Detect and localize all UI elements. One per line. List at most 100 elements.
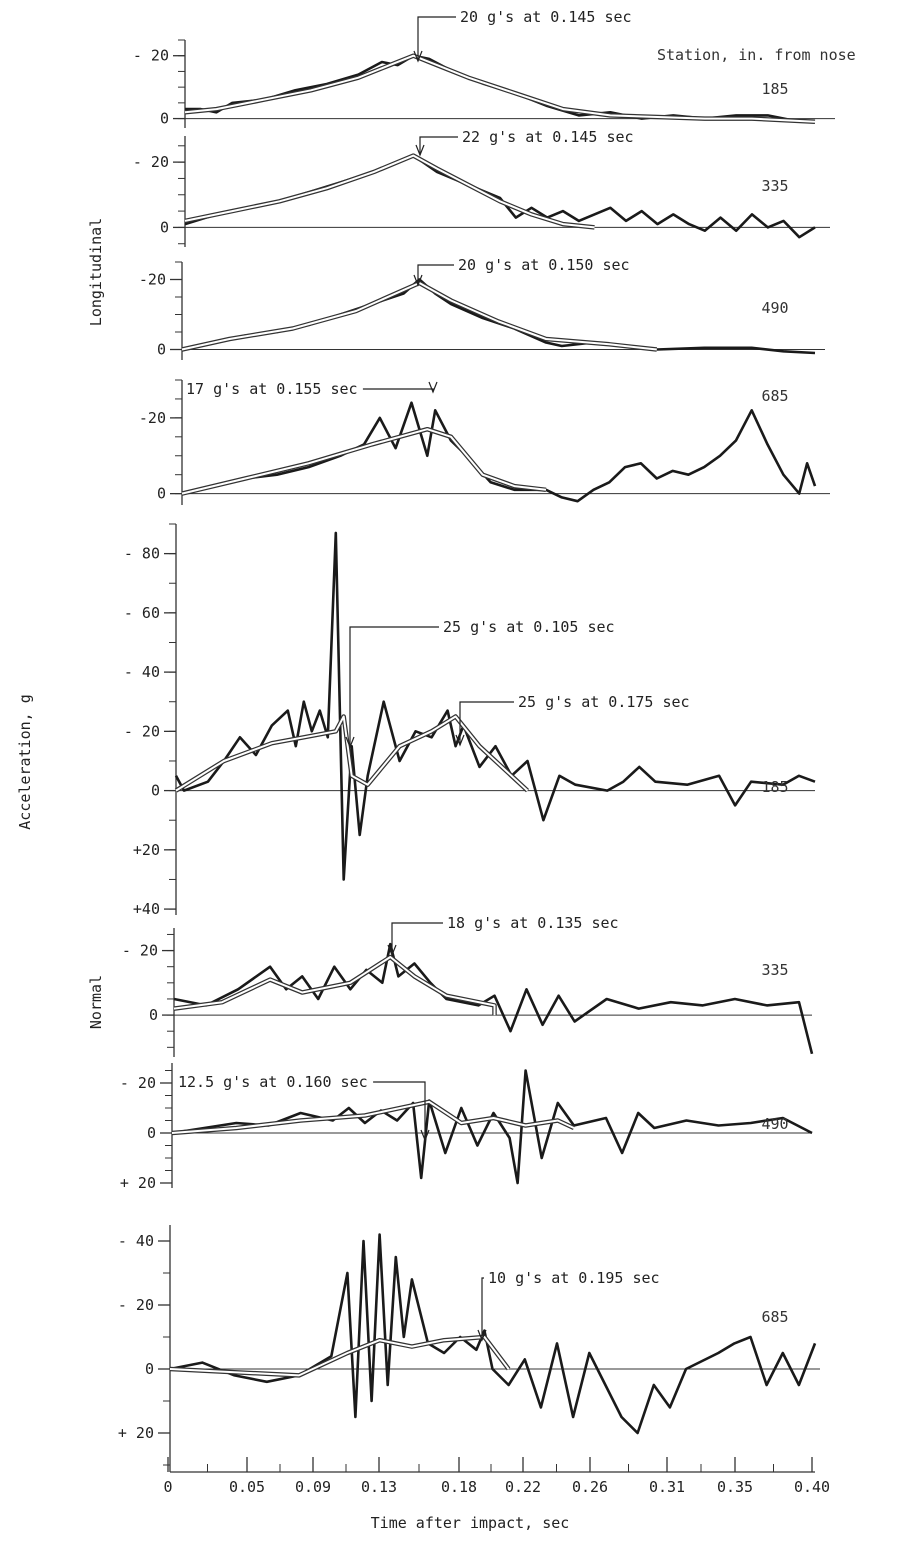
panel-1-faired-curve: [184, 154, 595, 229]
panel-7-station-label: 685: [761, 1308, 788, 1326]
panel-4-tick-label: - 40: [124, 663, 160, 681]
x-tick-label: 0.35: [717, 1478, 753, 1496]
panel-4: - 80 - 60 - 40 - 20 0 +20 +40 185 25 g's at 0.10…: [124, 523, 816, 918]
panel-7-raw-trace: [169, 1233, 817, 1435]
panel-6-station-label: 490: [761, 1115, 788, 1133]
panel-6-annotation-label: 12.5 g's at 0.160 sec: [178, 1073, 368, 1091]
panel-7-tick-label: - 40: [118, 1232, 154, 1250]
panel-6-faired-curve: [171, 1100, 575, 1134]
panel-2-tick-label: -20: [139, 271, 166, 289]
panel-4-raw-trace: [174, 531, 816, 881]
panel-5: - 20 0 335 18 g's at 0.135 sec: [122, 914, 814, 1057]
x-tick-label: 0.13: [361, 1478, 397, 1496]
panel-4-annotation-label: 25 g's at 0.105 sec: [443, 618, 615, 636]
x-tick-label: 0.26: [572, 1478, 608, 1496]
panel-5-faired-curve: [173, 956, 496, 1016]
panel-0-annotation-arrow: [413, 50, 423, 63]
panel-2-faired-outline: [181, 280, 658, 352]
panel-2-faired-curve: [181, 282, 657, 351]
panel-3-raw-trace: [181, 401, 817, 503]
panel-1-annotation-leader: [419, 136, 458, 155]
panel-4-annotation-leader: [459, 701, 514, 745]
x-axis-title: Time after impact, sec: [371, 1514, 570, 1532]
panel-7: - 40 - 20 0 + 20 685 10 g's at 0.195 sec: [118, 1225, 820, 1466]
panel-3-station-label: 685: [761, 387, 788, 405]
panel-1-tick-label: - 20: [133, 153, 169, 171]
group-label-normal: Normal: [87, 975, 105, 1029]
panel-1-annotation-label: 22 g's at 0.145 sec: [462, 128, 634, 146]
panel-0-annotation-leader: [417, 16, 456, 61]
y-axis-title: Acceleration, g: [16, 694, 34, 829]
panel-5-annotation-arrow: [387, 944, 397, 957]
panel-5-annotation-label: 18 g's at 0.135 sec: [447, 914, 619, 932]
panel-4-annotation-leader: [349, 626, 439, 747]
panel-0-annotation-label: 20 g's at 0.145 sec: [460, 8, 632, 26]
panel-3: -20 0 685 17 g's at 0.155 sec: [139, 379, 830, 505]
panel-7-annotation-label: 10 g's at 0.195 sec: [488, 1269, 660, 1287]
panel-2: -20 0 490 20 g's at 0.150 sec: [139, 256, 825, 360]
panel-7-faired-curve: [169, 1336, 510, 1377]
panel-0-tick-label: 0: [160, 110, 169, 128]
panel-7-tick-label: 0: [145, 1360, 154, 1378]
panel-2-annotation-arrow: [413, 274, 423, 287]
panel-6: - 20 0 + 20 490 12.5 g's at 0.160 sec: [120, 1063, 813, 1192]
panel-3-annotation-arrow: [428, 381, 438, 394]
panel-4-tick-label: - 60: [124, 604, 160, 622]
panel-3-tick-label: -20: [139, 409, 166, 427]
panel-4-annotation-arrow: [455, 734, 465, 747]
panel-1-annotation-arrow: [415, 144, 425, 157]
group-label-longitudinal: Longitudinal: [87, 218, 105, 326]
panel-2-annotation-label: 20 g's at 0.150 sec: [458, 256, 630, 274]
panel-5-tick-label: 0: [149, 1006, 158, 1024]
panel-4-tick-label: - 20: [124, 722, 160, 740]
station-header: Station, in. from nose: [657, 46, 856, 64]
panel-2-station-label: 490: [761, 299, 788, 317]
panel-0: - 20 0 185 20 g's at 0.145 sec: [133, 8, 835, 128]
x-tick-label: 0.18: [441, 1478, 477, 1496]
panel-3-tick-label: 0: [157, 485, 166, 503]
x-tick-label: 0: [163, 1478, 172, 1496]
x-axis: 0 0.05 0.09 0.13 0.18 0.22 0.26 0.31 0.35 0.40: [163, 1457, 830, 1496]
panel-4-tick-label: +20: [133, 841, 160, 859]
panel-6-tick-label: - 20: [120, 1074, 156, 1092]
panel-group: - 20 0 185 20 g's at 0.145 sec - 20 0 335 22 g'…: [118, 8, 835, 1466]
panel-5-station-label: 335: [761, 961, 788, 979]
panel-1-raw-trace: [184, 154, 816, 239]
panel-0-faired-curve: [184, 54, 816, 123]
panel-4-faired-curve: [175, 715, 529, 792]
panel-3-faired-outline: [181, 426, 547, 496]
panel-0-tick-label: - 20: [133, 47, 169, 65]
panel-2-tick-label: 0: [157, 341, 166, 359]
panel-3-annotation-label: 17 g's at 0.155 sec: [186, 380, 358, 398]
panel-6-annotation-arrow: [420, 1129, 430, 1142]
panel-5-tick-label: - 20: [122, 942, 158, 960]
panel-6-annotation-leader: [373, 1081, 426, 1140]
panel-2-raw-trace: [181, 278, 816, 355]
panel-4-tick-label: 0: [151, 782, 160, 800]
panel-2-annotation-leader: [417, 264, 454, 285]
panel-1-tick-label: 0: [160, 218, 169, 236]
panel-4-annotation-arrow: [345, 736, 355, 749]
panel-4-tick-label: - 80: [124, 545, 160, 563]
panel-3-faired-curve: [181, 428, 547, 495]
panel-7-tick-label: + 20: [118, 1424, 154, 1442]
panel-5-annotation-leader: [391, 922, 443, 955]
x-tick-label: 0.31: [649, 1478, 685, 1496]
x-tick-label: 0.22: [505, 1478, 541, 1496]
panel-7-annotation-arrow: [477, 1329, 487, 1342]
panel-6-tick-label: + 20: [120, 1174, 156, 1192]
panel-4-tick-label: +40: [133, 900, 160, 918]
x-tick-label: 0.40: [794, 1478, 830, 1496]
panel-5-raw-trace: [173, 942, 814, 1055]
panel-3-annotation-leader: [362, 388, 434, 392]
panel-1: - 20 0 335 22 g's at 0.145 sec: [133, 128, 830, 247]
panel-1-station-label: 335: [761, 177, 788, 195]
panel-7-tick-label: - 20: [118, 1296, 154, 1314]
panel-4-annotation-label: 25 g's at 0.175 sec: [518, 693, 690, 711]
x-tick-label: 0.05: [229, 1478, 265, 1496]
x-tick-label: 0.09: [295, 1478, 331, 1496]
panel-6-tick-label: 0: [147, 1124, 156, 1142]
panel-7-annotation-leader: [481, 1277, 484, 1340]
